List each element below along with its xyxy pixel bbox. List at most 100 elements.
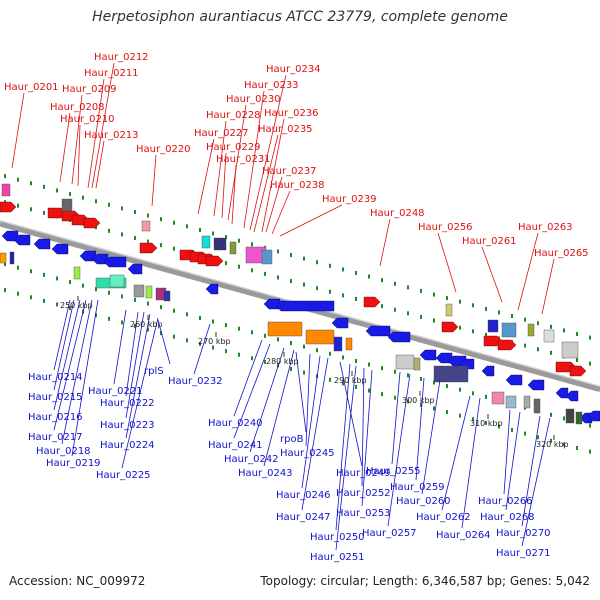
guide-dot-2 xyxy=(147,301,149,306)
forward-gene-label: Haur_0235 xyxy=(258,124,313,135)
guide-dot-0 xyxy=(355,270,357,275)
forward-leader-line xyxy=(249,74,287,231)
guide-dot-2 xyxy=(316,348,318,353)
guide-dot-1 xyxy=(17,203,19,208)
reverse-gene-arrow xyxy=(103,256,127,268)
guide-dot-1 xyxy=(589,361,591,366)
feature-box xyxy=(141,220,151,232)
feature-box xyxy=(491,391,505,405)
scale-label: 260 kbp xyxy=(130,320,163,329)
guide-dot-1 xyxy=(121,232,123,237)
forward-gene-label: Haur_0263 xyxy=(518,222,573,233)
guide-dot-1 xyxy=(342,293,344,298)
reverse-gene-label: Haur_0241 xyxy=(208,440,263,451)
feature-box xyxy=(345,337,353,351)
reverse-gene-label: Haur_0216 xyxy=(28,412,83,423)
guide-dot-2 xyxy=(329,351,331,356)
guide-dot-2 xyxy=(173,308,175,313)
guide-dot-1 xyxy=(251,268,253,273)
reverse-gene-label: Haur_0232 xyxy=(168,376,223,387)
forward-gene-label: Haur_0213 xyxy=(84,130,139,141)
reverse-leader-line xyxy=(233,343,271,439)
guide-dot-1 xyxy=(160,243,162,248)
forward-gene-label: Haur_0211 xyxy=(84,68,139,79)
forward-gene-label: Haur_0256 xyxy=(418,222,473,233)
guide-dot-0 xyxy=(108,202,110,207)
guide-dot-3 xyxy=(212,345,214,350)
reverse-leader-line xyxy=(113,309,127,385)
guide-dot-1 xyxy=(43,210,45,215)
reverse-gene-label: Haur_0249 xyxy=(336,468,391,479)
forward-gene-label: Haur_0237 xyxy=(262,166,317,177)
forward-gene-label: Haur_0209 xyxy=(62,84,117,95)
reverse-gene-label: Haur_0214 xyxy=(28,372,83,383)
reverse-leader-line xyxy=(301,355,321,489)
guide-dot-2 xyxy=(69,280,71,285)
guide-dot-0 xyxy=(394,281,396,286)
scale-label: 290 kbp xyxy=(334,376,367,385)
gene-labels: Haur_0201 Haur_0208 Haur_0209 Haur_0210 Haur… xyxy=(4,52,589,563)
reverse-gene-label: Haur_0242 xyxy=(224,454,279,465)
forward-leader-line xyxy=(481,246,503,303)
reverse-leader-line xyxy=(53,299,87,431)
guide-dot-2 xyxy=(433,380,435,385)
guide-dot-0 xyxy=(420,288,422,293)
scale-label: 300 kbp xyxy=(402,396,435,405)
forward-leader-line xyxy=(197,138,215,215)
guide-dot-3 xyxy=(342,381,344,386)
feature-box xyxy=(333,336,343,352)
forward-gene-label: Haur_0234 xyxy=(266,64,321,75)
forward-leader-line xyxy=(59,112,71,183)
reverse-gene-arrow xyxy=(275,300,335,312)
guide-dot-0 xyxy=(485,306,487,311)
feature-box xyxy=(433,365,469,383)
feature-box xyxy=(305,329,335,345)
guide-dot-2 xyxy=(485,394,487,399)
forward-leader-line xyxy=(221,152,227,219)
guide-dot-0 xyxy=(225,235,227,240)
reverse-leader-line xyxy=(391,371,401,465)
feature-box xyxy=(133,284,145,298)
guide-dot-1 xyxy=(147,239,149,244)
forward-gene-arrow xyxy=(205,255,224,267)
reverse-gene-label: Haur_0252 xyxy=(336,488,391,499)
guide-dot-3 xyxy=(329,377,331,382)
guide-dot-0 xyxy=(381,278,383,283)
guide-dot-2 xyxy=(394,369,396,374)
guide-dot-1 xyxy=(550,350,552,355)
guide-dot-1 xyxy=(472,329,474,334)
guide-dot-3 xyxy=(4,288,6,293)
forward-gene-label: Haur_0212 xyxy=(94,52,149,63)
feature-box xyxy=(61,198,73,212)
feature-box xyxy=(561,341,579,359)
guide-dot-0 xyxy=(251,242,253,247)
reverse-leader-line xyxy=(335,363,351,531)
guide-dot-0 xyxy=(550,324,552,329)
forward-gene-arrow xyxy=(497,339,517,351)
reverse-gene-label: Haur_0221 xyxy=(88,386,143,397)
forward-gene-label: Haur_0231 xyxy=(216,154,271,165)
guide-dot-1 xyxy=(524,343,526,348)
reverse-gene-arrow xyxy=(555,387,569,399)
reverse-gene-arrow xyxy=(205,283,219,295)
guide-dot-3 xyxy=(524,431,526,436)
reverse-gene-label: Haur_0270 xyxy=(496,528,551,539)
guide-dot-2 xyxy=(82,283,84,288)
forward-leader-line xyxy=(11,92,25,169)
forward-gene-label: Haur_0230 xyxy=(226,94,281,105)
feature-box xyxy=(145,285,153,299)
guide-dot-1 xyxy=(173,246,175,251)
reverse-gene-label: Haur_0250 xyxy=(310,532,365,543)
reverse-gene-arrow xyxy=(127,263,143,275)
guide-dot-2 xyxy=(186,312,188,317)
forward-gene-label: Haur_0238 xyxy=(270,180,325,191)
reverse-leader-line xyxy=(53,299,71,371)
forward-gene-label: Haur_0265 xyxy=(534,248,589,259)
reverse-leader-line xyxy=(301,357,329,511)
feature-box xyxy=(267,321,303,337)
guide-dot-0 xyxy=(329,263,331,268)
guide-dot-2 xyxy=(446,384,448,389)
guide-dot-0 xyxy=(186,224,188,229)
reverse-leader-line xyxy=(295,351,307,433)
reverse-gene-label: Haur_0260 xyxy=(396,496,451,507)
